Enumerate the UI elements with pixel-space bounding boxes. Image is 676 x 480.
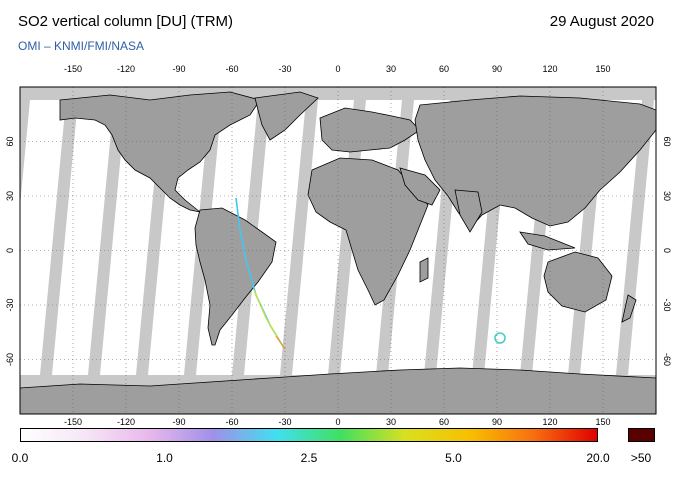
colorbar bbox=[20, 428, 598, 442]
lon-tick-label: 0 bbox=[335, 417, 340, 427]
lon-ticks-top: -150 -120 -90 -60 -30 0 30 60 90 120 150 bbox=[64, 64, 611, 74]
madagascar bbox=[420, 258, 428, 282]
colorbar-label: 1.0 bbox=[156, 451, 173, 465]
lat-tick-label: 0 bbox=[5, 248, 15, 253]
lat-tick-label: 30 bbox=[662, 191, 672, 201]
lat-tick-label: 60 bbox=[662, 136, 672, 146]
lon-tick-label: 120 bbox=[542, 64, 557, 74]
lon-tick-label: 150 bbox=[595, 417, 610, 427]
lon-tick-label: -150 bbox=[64, 64, 82, 74]
lon-tick-label: 60 bbox=[439, 417, 449, 427]
lat-tick-label: 60 bbox=[5, 136, 15, 146]
colorbar-overflow-label: >50 bbox=[631, 451, 651, 465]
lon-tick-label: 30 bbox=[386, 64, 396, 74]
lon-tick-label: -60 bbox=[225, 417, 238, 427]
lat-tick-label: 30 bbox=[5, 191, 15, 201]
lon-tick-label: -120 bbox=[117, 417, 135, 427]
colorbar-label: 0.0 bbox=[12, 451, 29, 465]
lon-tick-label: 60 bbox=[439, 64, 449, 74]
lat-ticks-left: 60 30 0 -30 -60 bbox=[5, 136, 15, 366]
lon-tick-label: -60 bbox=[225, 64, 238, 74]
lon-tick-label: -90 bbox=[172, 417, 185, 427]
lon-tick-label: -90 bbox=[172, 64, 185, 74]
lat-tick-label: -30 bbox=[662, 298, 672, 311]
colorbar-label: 20.0 bbox=[586, 451, 609, 465]
lon-tick-label: 0 bbox=[335, 64, 340, 74]
lat-tick-label: -60 bbox=[5, 353, 15, 366]
lat-ticks-right: 60 30 0 -30 -60 bbox=[662, 136, 672, 366]
lon-tick-label: 150 bbox=[595, 64, 610, 74]
lon-tick-label: 90 bbox=[492, 417, 502, 427]
lon-tick-label: -120 bbox=[117, 64, 135, 74]
map-area bbox=[4, 87, 676, 414]
lon-tick-label: -150 bbox=[64, 417, 82, 427]
lat-tick-label: -30 bbox=[5, 298, 15, 311]
colorbar-label: 2.5 bbox=[301, 451, 318, 465]
lon-tick-label: -30 bbox=[278, 64, 291, 74]
colorbar-label: 5.0 bbox=[445, 451, 462, 465]
lon-tick-label: -30 bbox=[278, 417, 291, 427]
lat-tick-label: -60 bbox=[662, 353, 672, 366]
lon-tick-label: 90 bbox=[492, 64, 502, 74]
lat-tick-label: 0 bbox=[662, 248, 672, 253]
colorbar-overflow-swatch bbox=[628, 428, 655, 442]
lon-tick-label: 30 bbox=[386, 417, 396, 427]
lon-tick-label: 120 bbox=[542, 417, 557, 427]
lon-ticks-bottom: -150 -120 -90 -60 -30 0 30 60 90 120 150 bbox=[64, 417, 611, 427]
